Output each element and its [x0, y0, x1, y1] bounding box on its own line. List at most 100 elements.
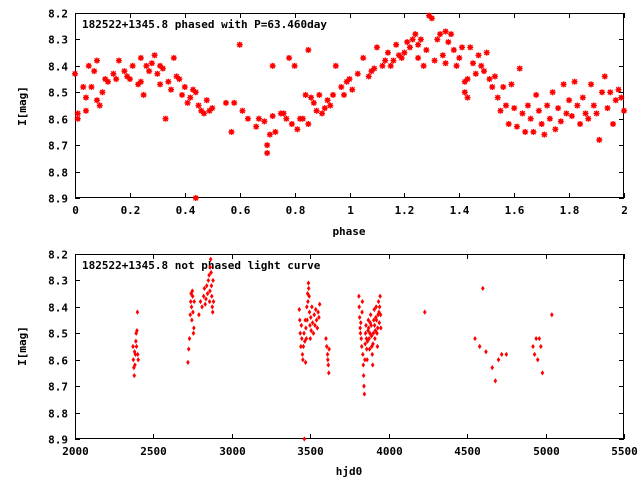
- phased-data-point: [448, 31, 455, 38]
- unphased-data-point: [371, 341, 375, 347]
- phased-data-point: [338, 84, 345, 90]
- unphased-x-axis-label: hjd0: [336, 465, 363, 478]
- phased-data-point: [494, 94, 501, 101]
- unphased-data-point: [324, 335, 328, 342]
- phased-data-point: [524, 102, 531, 109]
- unphased-data-point: [204, 283, 209, 289]
- unphased-data-point: [358, 325, 362, 331]
- phased-data-point: [579, 94, 586, 101]
- phased-data-point: [198, 107, 205, 114]
- phased-ticks: 0 0.2 0.4 0.6 0.8 1 1.2 1.4 1.6 1.8 2 8.2 8.3 8.4 8.5 8…: [48, 8, 628, 218]
- phased-data-point: [612, 97, 619, 104]
- phased-data-point: [294, 126, 301, 133]
- unphased-data-point: [207, 298, 212, 305]
- phased-data-point: [428, 15, 435, 22]
- phased-data-point: [159, 65, 166, 72]
- unphased-data-point: [131, 343, 135, 350]
- unphased-data-point: [134, 343, 139, 350]
- unphased-data-point: [362, 391, 367, 397]
- unphased-x-tick-label: 2500: [140, 445, 167, 458]
- phased-data-point: [170, 54, 177, 61]
- unphased-data-point: [326, 362, 331, 368]
- unphased-data-point: [366, 317, 371, 323]
- unphased-data-point: [376, 298, 381, 305]
- unphased-data-point: [208, 264, 213, 270]
- unphased-data-point: [189, 304, 194, 310]
- phased-data-point: [269, 62, 276, 69]
- unphased-data-point: [360, 298, 365, 305]
- phased-data-point: [582, 110, 589, 117]
- unphased-data-point: [374, 304, 378, 310]
- phased-data-point: [390, 57, 397, 64]
- unphased-data-point: [372, 317, 376, 323]
- unphased-data-point: [186, 346, 191, 352]
- phased-x-tick-label: 0.2: [121, 204, 141, 217]
- phased-data-point: [596, 136, 603, 143]
- phased-data-point: [266, 131, 273, 138]
- phased-data-point: [461, 89, 468, 96]
- phased-data-point: [85, 62, 92, 69]
- unphased-data-point: [188, 298, 193, 305]
- phased-y-tick-label: 8.4: [48, 61, 68, 74]
- unphased-data-point: [302, 436, 307, 442]
- phased-data-point: [571, 78, 578, 85]
- unphased-data-point: [210, 309, 215, 315]
- phased-data-point: [618, 94, 625, 101]
- phased-data-point: [412, 31, 419, 38]
- phased-data-point: [365, 73, 372, 80]
- phased-data-point: [453, 62, 460, 69]
- phased-data-point: [511, 105, 518, 112]
- unphased-data-point: [535, 357, 540, 363]
- unphased-data-point: [211, 277, 215, 284]
- unphased-x-tick-label: 4500: [454, 445, 481, 458]
- unphased-data-point: [133, 362, 137, 368]
- unphased-data-point: [299, 322, 304, 328]
- phased-data-point: [472, 70, 479, 77]
- unphased-data-point: [550, 312, 554, 318]
- phased-data-point: [176, 76, 183, 83]
- unphased-data-point: [357, 314, 362, 321]
- phased-data-point: [231, 99, 238, 106]
- phased-points: [72, 12, 627, 201]
- unphased-data-point: [364, 322, 368, 328]
- unphased-data-point: [504, 351, 509, 358]
- unphased-data-point: [365, 357, 369, 363]
- phased-data-point: [209, 105, 216, 112]
- unphased-data-point: [135, 328, 139, 334]
- unphased-data-point: [537, 335, 542, 342]
- unphased-data-point: [363, 341, 367, 347]
- unphased-data-point: [374, 314, 378, 321]
- phased-data-point: [481, 68, 488, 75]
- phased-data-point: [299, 115, 306, 122]
- unphased-data-point: [373, 335, 377, 342]
- unphased-data-point: [198, 298, 203, 305]
- phased-data-point: [184, 99, 191, 106]
- unphased-data-point: [484, 349, 488, 355]
- phased-data-point: [610, 121, 617, 127]
- phased-data-point: [288, 121, 295, 127]
- phased-data-point: [74, 115, 81, 122]
- phased-data-point: [313, 107, 320, 114]
- phased-data-point: [538, 121, 545, 127]
- unphased-data-point: [209, 269, 213, 276]
- phased-data-point: [349, 86, 356, 93]
- phased-y-tick-label: 8.6: [48, 114, 68, 127]
- phased-data-point: [121, 68, 128, 75]
- phased-chart: 182522+1345.8 phased with P=63.460day I[…: [16, 8, 628, 239]
- phased-data-point: [146, 68, 153, 75]
- phased-data-point: [137, 78, 144, 85]
- phased-data-point: [286, 54, 293, 61]
- phased-data-point: [522, 128, 529, 135]
- unphased-data-point: [315, 325, 320, 331]
- phased-data-point: [341, 91, 348, 98]
- phased-data-point: [464, 76, 471, 83]
- phased-data-point: [417, 36, 424, 43]
- phased-data-point: [434, 36, 441, 43]
- unphased-data-point: [358, 330, 363, 336]
- phased-data-point: [456, 54, 463, 61]
- phased-data-point: [409, 36, 416, 43]
- unphased-data-point: [379, 325, 383, 331]
- unphased-data-point: [374, 317, 379, 323]
- phased-data-point: [113, 76, 120, 83]
- unphased-data-point: [377, 320, 382, 326]
